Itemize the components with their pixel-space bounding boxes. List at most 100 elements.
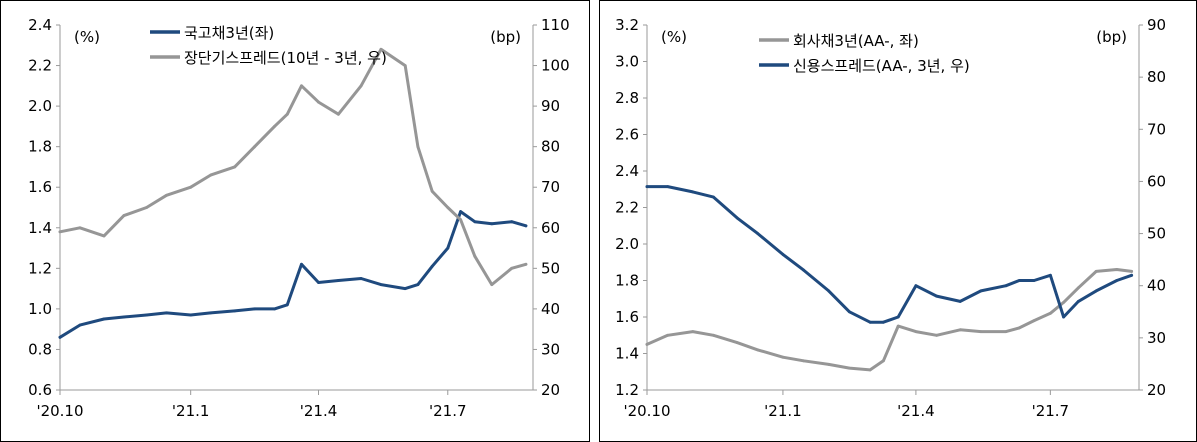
data-point xyxy=(1004,330,1008,333)
data-point xyxy=(958,300,962,303)
series-line xyxy=(58,210,528,339)
data-point xyxy=(935,294,938,298)
x-tick-label: '20.10 xyxy=(36,402,83,420)
chart-panel-right: 1.2 1.4 1.6 1.8 2.0 2.2 2.4 2.6 2.8 3.0 3.2 20 30 40 5… xyxy=(599,0,1197,442)
left-tick-label: 1.8 xyxy=(615,272,639,290)
data-point xyxy=(300,262,303,266)
data-point xyxy=(735,341,739,344)
x-tick-label: '20.10 xyxy=(623,402,670,420)
data-point xyxy=(379,283,383,286)
left-tick-label: 2.2 xyxy=(28,57,52,75)
right-tick-label: 50 xyxy=(541,259,560,277)
right-tick-label: 70 xyxy=(1147,120,1166,138)
data-point xyxy=(1115,279,1119,282)
left-tick-label: 0.8 xyxy=(28,340,52,358)
data-point xyxy=(666,333,670,337)
right-tick-label: 80 xyxy=(1147,68,1166,86)
data-point xyxy=(756,348,760,352)
right-tick-label: 60 xyxy=(1147,172,1166,190)
data-point xyxy=(712,195,715,199)
data-point xyxy=(1130,270,1133,273)
left-tick-label: 1.6 xyxy=(615,308,639,326)
data-point xyxy=(58,230,62,234)
x-tick-label: '21.4 xyxy=(300,402,338,420)
left-tick-label: 3.0 xyxy=(615,53,639,71)
chart-right: 1.2 1.4 1.6 1.8 2.0 2.2 2.4 2.6 2.8 3.0 3.2 20 30 40 5… xyxy=(599,0,1197,442)
data-point xyxy=(473,254,477,258)
data-point xyxy=(848,366,851,370)
data-point xyxy=(273,125,276,128)
data-point xyxy=(165,193,168,197)
left-tick-label: 0.6 xyxy=(28,381,52,399)
data-point xyxy=(802,359,805,363)
data-point xyxy=(122,315,126,319)
right-tick-label: 50 xyxy=(1147,225,1166,243)
x-tick-label: '21.7 xyxy=(429,402,467,420)
data-point xyxy=(979,330,983,333)
data-point xyxy=(1094,270,1098,273)
x-tick-label: '21.7 xyxy=(1032,402,1070,420)
data-point xyxy=(1094,289,1098,293)
data-point xyxy=(524,224,528,228)
data-point xyxy=(1017,279,1021,282)
data-point xyxy=(848,310,851,314)
data-point xyxy=(524,262,528,266)
left-tick-label: 2.6 xyxy=(615,126,639,144)
right-tick-label: 90 xyxy=(541,97,560,115)
left-tick-label: 1.4 xyxy=(615,345,639,363)
x-tick-label: '21.1 xyxy=(764,402,802,420)
left-tick-label: 1.2 xyxy=(615,381,639,399)
data-point xyxy=(645,185,649,189)
data-point xyxy=(446,246,450,250)
data-point xyxy=(189,313,193,317)
data-point xyxy=(473,220,477,224)
data-point xyxy=(209,311,213,315)
data-point xyxy=(403,64,407,67)
data-point xyxy=(337,279,340,282)
data-point xyxy=(756,232,760,236)
data-point xyxy=(233,165,237,169)
data-point xyxy=(430,264,434,268)
data-point xyxy=(868,320,872,324)
data-point xyxy=(510,266,514,270)
data-point xyxy=(102,234,106,238)
left-tick-label: 2.0 xyxy=(615,235,639,253)
x-tick-label: '21.4 xyxy=(897,402,935,420)
right-tick-label: 60 xyxy=(541,219,560,237)
series-line xyxy=(645,268,1134,372)
data-point xyxy=(416,283,420,286)
data-point xyxy=(914,330,918,333)
data-point xyxy=(1049,311,1052,315)
data-point xyxy=(446,206,450,209)
data-point xyxy=(1032,319,1036,322)
data-point xyxy=(645,343,649,346)
left-tick-label: 1.4 xyxy=(28,219,52,237)
data-point xyxy=(827,289,831,293)
data-point xyxy=(285,303,289,307)
data-point xyxy=(145,206,149,209)
data-point xyxy=(781,355,785,359)
right-tick-label: 90 xyxy=(1147,16,1166,34)
left-tick-label: 1.8 xyxy=(28,138,52,156)
right-tick-label: 100 xyxy=(541,57,570,75)
left-tick-label: 2.2 xyxy=(615,199,639,217)
right-tick-label: 20 xyxy=(1147,381,1166,399)
data-point xyxy=(416,145,420,149)
chart-left: 0.6 0.8 1.0 1.2 1.4 1.6 1.8 2.0 2.2 2.4 20 30 40 50 60… xyxy=(0,0,590,442)
data-point xyxy=(337,112,340,116)
data-point xyxy=(1062,315,1065,319)
data-point xyxy=(122,214,126,218)
data-point xyxy=(253,307,256,311)
data-point xyxy=(781,253,785,256)
data-point xyxy=(1017,326,1021,330)
data-point xyxy=(896,315,900,319)
data-point xyxy=(317,100,320,104)
data-point xyxy=(490,283,494,286)
right-tick-label: 30 xyxy=(1147,329,1166,347)
data-point xyxy=(273,307,276,311)
data-point xyxy=(430,189,434,193)
data-point xyxy=(459,210,462,214)
right-tick-label: 30 xyxy=(541,340,560,358)
data-point xyxy=(1049,273,1052,277)
right-tick-label: 40 xyxy=(541,300,560,318)
